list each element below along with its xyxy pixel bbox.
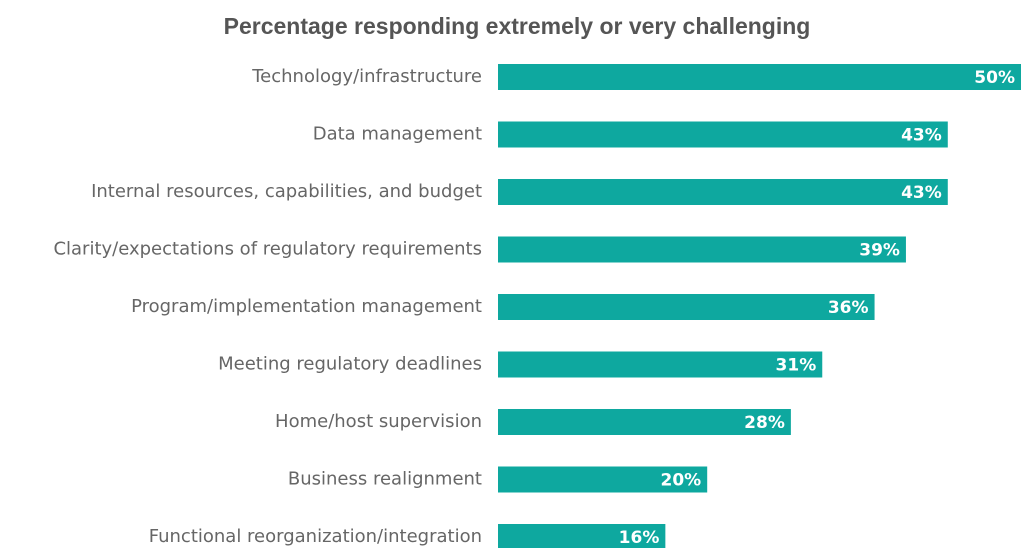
value-label: 43% (901, 126, 942, 146)
value-label: 39% (859, 241, 900, 261)
category-label: Technology/infrastructure (251, 66, 482, 87)
value-label: 20% (660, 471, 701, 491)
category-label: Home/host supervision (275, 411, 482, 432)
category-label: Internal resources, capabilities, and bu… (91, 181, 482, 202)
bar (498, 294, 875, 320)
value-label: 16% (619, 528, 660, 548)
category-label: Program/implementation management (131, 296, 482, 317)
category-label: Data management (313, 124, 482, 145)
value-label: 31% (776, 356, 817, 376)
bar (498, 409, 791, 435)
bar (498, 121, 948, 148)
chart-title: Percentage responding extremely or very … (224, 13, 811, 39)
bar (498, 236, 906, 263)
bar (498, 351, 823, 378)
value-label: 50% (974, 68, 1015, 88)
bar (498, 466, 708, 493)
category-label: Meeting regulatory deadlines (218, 354, 482, 375)
bar (498, 524, 666, 548)
category-label: Clarity/expectations of regulatory requi… (53, 239, 482, 260)
value-label: 43% (901, 183, 942, 203)
category-label: Functional reorganization/integration (149, 526, 482, 547)
value-label: 36% (828, 298, 869, 318)
bar (498, 64, 1021, 90)
value-label: 28% (744, 413, 785, 433)
bar (498, 179, 948, 205)
category-label: Business realignment (288, 469, 482, 490)
